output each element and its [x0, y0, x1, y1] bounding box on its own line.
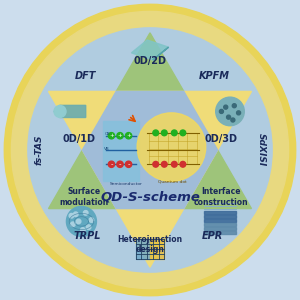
Polygon shape	[153, 47, 169, 60]
Bar	[204, 219, 236, 222]
Text: Heterojunction
design: Heterojunction design	[117, 235, 183, 254]
Circle shape	[237, 111, 241, 115]
Text: +: +	[126, 133, 131, 138]
Circle shape	[180, 161, 186, 167]
Bar	[204, 227, 236, 230]
Circle shape	[231, 118, 235, 122]
Bar	[204, 212, 236, 214]
Circle shape	[74, 212, 78, 217]
Circle shape	[117, 133, 123, 139]
Circle shape	[86, 225, 91, 230]
Text: EPR: EPR	[202, 231, 224, 241]
Circle shape	[226, 115, 231, 119]
Circle shape	[232, 104, 236, 108]
Bar	[204, 215, 236, 218]
Circle shape	[83, 211, 88, 215]
Text: DFT: DFT	[75, 71, 96, 81]
Bar	[204, 231, 236, 234]
Circle shape	[28, 28, 272, 272]
Circle shape	[161, 130, 167, 136]
Polygon shape	[49, 92, 251, 267]
Circle shape	[125, 133, 132, 139]
Circle shape	[70, 222, 75, 226]
Text: 0D/3D: 0D/3D	[205, 134, 238, 144]
Text: CB: CB	[104, 132, 110, 136]
Text: -: -	[119, 161, 121, 167]
Polygon shape	[82, 92, 218, 208]
Bar	[204, 224, 236, 226]
Circle shape	[4, 4, 296, 296]
Bar	[136, 238, 150, 259]
Circle shape	[171, 130, 177, 136]
Polygon shape	[54, 105, 86, 118]
Text: Quantum dot: Quantum dot	[158, 179, 187, 183]
Circle shape	[69, 213, 74, 218]
Circle shape	[137, 113, 206, 182]
Circle shape	[171, 161, 177, 167]
Text: SdXISI: SdXISI	[257, 134, 266, 166]
Circle shape	[54, 105, 66, 117]
Circle shape	[153, 130, 159, 136]
Circle shape	[89, 218, 94, 222]
Circle shape	[108, 133, 115, 139]
Text: KPFM: KPFM	[199, 71, 230, 81]
Polygon shape	[49, 33, 251, 208]
Text: -: -	[110, 161, 113, 167]
Text: 0D/2D: 0D/2D	[134, 56, 166, 66]
Text: +: +	[109, 133, 114, 138]
Circle shape	[108, 161, 115, 167]
Circle shape	[76, 219, 81, 224]
Circle shape	[153, 161, 159, 167]
Circle shape	[66, 206, 96, 236]
Text: QD-S-scheme: QD-S-scheme	[100, 190, 200, 204]
Circle shape	[219, 110, 224, 113]
Circle shape	[224, 105, 228, 109]
Text: VB: VB	[104, 147, 110, 151]
Circle shape	[216, 97, 244, 126]
Circle shape	[125, 161, 132, 167]
Text: fs-TAS: fs-TAS	[34, 135, 43, 165]
Text: +: +	[118, 133, 122, 138]
Text: 0D/1D: 0D/1D	[62, 134, 95, 144]
Bar	[150, 238, 164, 259]
Polygon shape	[131, 40, 169, 60]
Circle shape	[11, 11, 289, 289]
Circle shape	[117, 161, 123, 167]
Text: Semiconductor: Semiconductor	[109, 182, 142, 186]
Circle shape	[81, 228, 85, 232]
Text: -: -	[127, 161, 130, 167]
Text: Interface
construction: Interface construction	[194, 188, 249, 207]
Circle shape	[180, 130, 186, 136]
Circle shape	[161, 161, 167, 167]
Text: Surface
modulation: Surface modulation	[60, 188, 109, 207]
Text: TRPL: TRPL	[74, 231, 101, 241]
FancyBboxPatch shape	[103, 122, 139, 182]
